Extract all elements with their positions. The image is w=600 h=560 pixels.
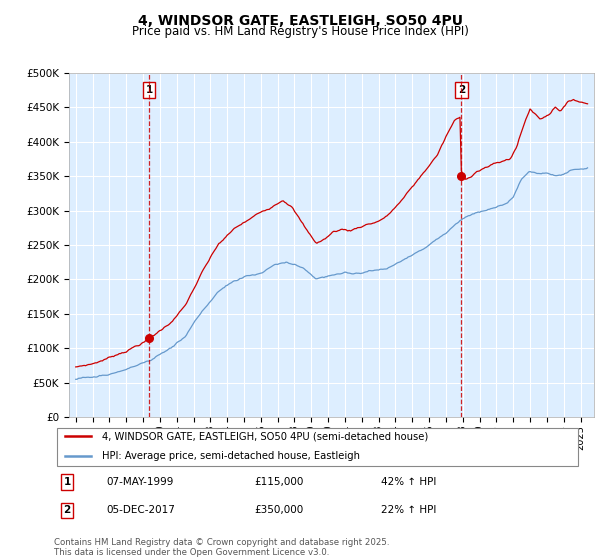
Text: 42% ↑ HPI: 42% ↑ HPI xyxy=(382,477,437,487)
Text: HPI: Average price, semi-detached house, Eastleigh: HPI: Average price, semi-detached house,… xyxy=(101,451,359,461)
Text: 05-DEC-2017: 05-DEC-2017 xyxy=(107,505,176,515)
Text: Contains HM Land Registry data © Crown copyright and database right 2025.
This d: Contains HM Land Registry data © Crown c… xyxy=(54,538,389,557)
Text: 2: 2 xyxy=(458,85,465,95)
Text: £115,000: £115,000 xyxy=(254,477,304,487)
Text: 22% ↑ HPI: 22% ↑ HPI xyxy=(382,505,437,515)
Text: 4, WINDSOR GATE, EASTLEIGH, SO50 4PU: 4, WINDSOR GATE, EASTLEIGH, SO50 4PU xyxy=(137,14,463,28)
Text: Price paid vs. HM Land Registry's House Price Index (HPI): Price paid vs. HM Land Registry's House … xyxy=(131,25,469,38)
Text: 1: 1 xyxy=(64,477,71,487)
Text: £350,000: £350,000 xyxy=(254,505,304,515)
Text: 07-MAY-1999: 07-MAY-1999 xyxy=(107,477,174,487)
Text: 2: 2 xyxy=(64,505,71,515)
Text: 4, WINDSOR GATE, EASTLEIGH, SO50 4PU (semi-detached house): 4, WINDSOR GATE, EASTLEIGH, SO50 4PU (se… xyxy=(101,431,428,441)
FancyBboxPatch shape xyxy=(56,428,578,465)
Text: 1: 1 xyxy=(146,85,153,95)
